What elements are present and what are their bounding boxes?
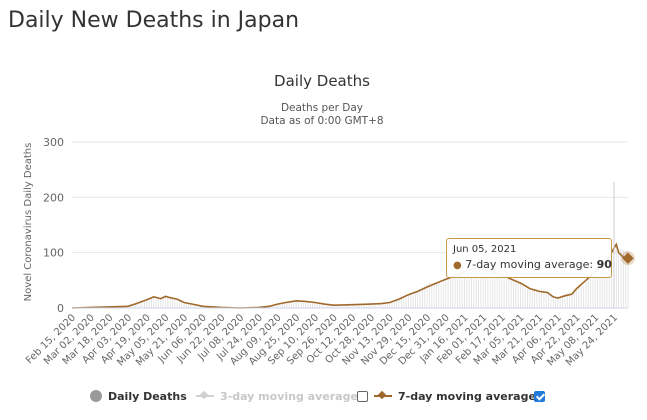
- series-layer: [71, 182, 635, 309]
- y-tick-label: 200: [43, 191, 64, 204]
- legend-daily-deaths[interactable]: Daily Deaths: [90, 386, 187, 406]
- circle-icon: [90, 390, 102, 402]
- chart-title: Daily Deaths: [274, 72, 370, 90]
- y-tick-label: 300: [43, 136, 64, 149]
- checkbox-7-day-moving-average[interactable]: [534, 391, 545, 402]
- tooltip-series-label: 7-day moving average:: [465, 258, 594, 271]
- series-line-7-day-moving-average: [71, 242, 629, 309]
- hover-point-marker[interactable]: [622, 252, 634, 264]
- legend-label-3-day: 3-day moving average: [220, 389, 358, 403]
- legend-label-daily-deaths: Daily Deaths: [108, 389, 187, 403]
- chart-subtitle-1: Deaths per Day: [281, 102, 363, 114]
- tooltip-value: 90: [596, 258, 612, 271]
- gridlines: [72, 141, 628, 309]
- line-diamond-icon: [374, 391, 392, 401]
- checkbox-3-day-moving-average[interactable]: [357, 391, 368, 402]
- y-axis-title: Novel Coronavirus Daily Deaths: [23, 143, 34, 302]
- y-tick-label: 0: [57, 302, 64, 315]
- tooltip-date: Jun 05, 2021: [453, 244, 517, 255]
- y-axis-ticks: 0 100 200 300: [43, 136, 64, 315]
- legend-7-day-moving-average[interactable]: 7-day moving average: [374, 386, 536, 406]
- line-diamond-icon: [196, 391, 214, 401]
- legend-label-7-day: 7-day moving average: [398, 389, 536, 403]
- legend-3-day-moving-average[interactable]: 3-day moving average: [196, 386, 358, 406]
- y-tick-label: 100: [43, 247, 64, 260]
- chart-area: Daily Deaths Deaths per Day Data as of 0…: [23, 72, 635, 368]
- chart-subtitle-2: Data as of 0:00 GMT+8: [260, 115, 383, 127]
- chart-tooltip: Jun 05, 2021 ● 7-day moving average: 90: [446, 238, 612, 278]
- page-title: Daily New Deaths in Japan: [8, 8, 300, 33]
- tooltip-marker-icon: ●: [453, 260, 462, 271]
